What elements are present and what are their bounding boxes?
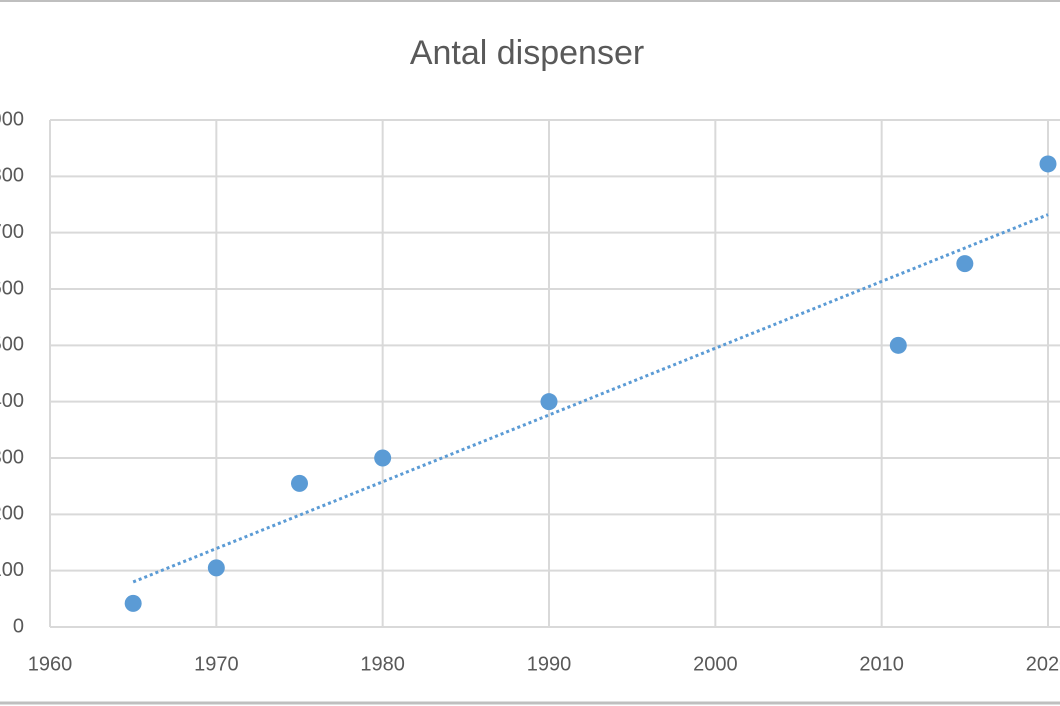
chart-title: Antal dispenser [410,34,644,72]
data-point [889,336,907,354]
x-tick-label: 2020 [1026,653,1060,675]
y-tick-label: 800 [0,165,24,187]
data-point [374,449,392,467]
trendline [132,213,1049,584]
data-point [124,594,142,612]
y-tick-label: 200 [0,503,24,525]
y-tick-label: 300 [0,446,24,468]
y-tick-label: 100 [0,559,24,581]
x-tick-label: 1990 [527,653,572,675]
y-tick-label: 700 [0,221,24,243]
x-tick-label: 1980 [360,653,405,675]
data-point [291,474,308,492]
x-tick-label: 1960 [28,653,73,675]
data-point [1039,155,1057,173]
x-tick-label: 2010 [859,653,904,675]
y-tick-label: 500 [0,334,24,356]
x-tick-label: 2000 [693,653,738,675]
y-tick-label: 0 [13,615,24,637]
y-tick-label: 600 [0,277,24,299]
data-point [207,559,225,577]
data-point [540,393,558,411]
y-tick-label: 400 [0,390,24,412]
data-point [956,255,974,273]
y-tick-label: 900 [0,108,24,130]
x-tick-label: 1970 [194,653,239,675]
